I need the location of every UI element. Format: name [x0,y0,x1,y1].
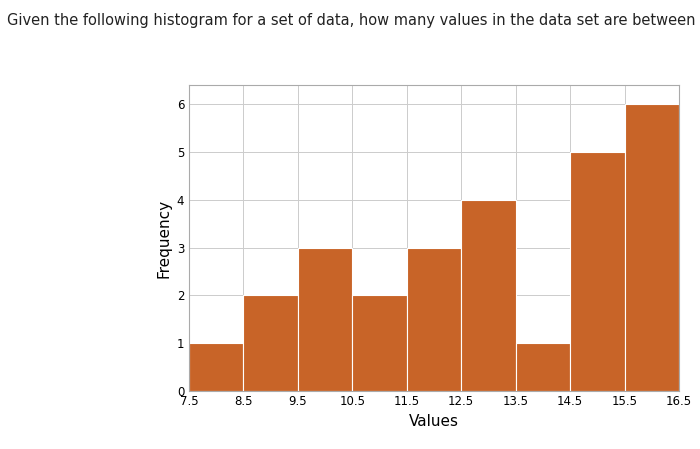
Y-axis label: Frequency: Frequency [156,198,171,277]
Bar [244,295,298,391]
Bar [461,200,516,391]
Bar [570,152,624,391]
Bar [352,295,407,391]
Text: Given the following histogram for a set of data, how many values in the data set: Given the following histogram for a set … [7,13,700,28]
Bar [189,343,244,391]
Bar [624,105,679,391]
Bar [516,343,570,391]
Bar [407,247,461,391]
Bar [298,247,352,391]
X-axis label: Values: Values [409,414,459,429]
